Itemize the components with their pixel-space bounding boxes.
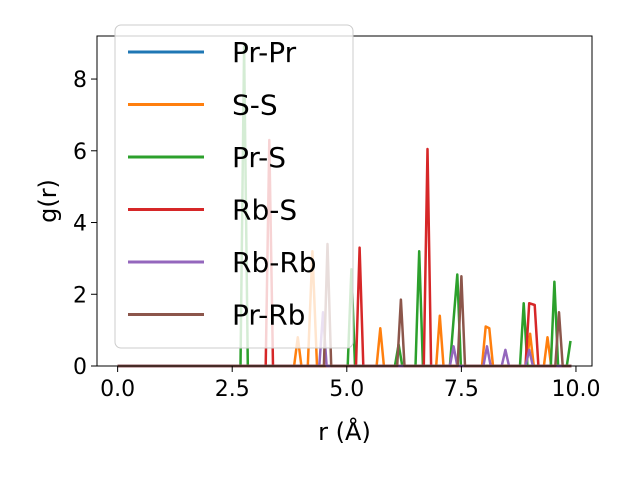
legend-label: S-S	[232, 89, 278, 122]
legend-label: Pr-S	[232, 141, 286, 174]
x-tick-label: 0.0	[100, 377, 135, 402]
x-tick-label: 10.0	[551, 377, 600, 402]
legend-label: Rb-S	[232, 194, 297, 227]
x-tick-label: 7.5	[444, 377, 479, 402]
y-tick-label: 8	[73, 68, 87, 93]
x-axis-ticks: 0.0 2.5 5.0 7.5 10.0	[100, 366, 600, 402]
x-axis-label: r (Å)	[318, 417, 371, 446]
y-tick-label: 0	[73, 355, 87, 380]
legend: Pr-Pr S-S Pr-S Rb-S Rb-Rb Pr-Rb	[114, 24, 354, 349]
y-tick-label: 6	[73, 140, 87, 165]
legend-label: Pr-Rb	[232, 299, 305, 332]
x-tick-label: 5.0	[329, 377, 364, 402]
x-tick-label: 2.5	[215, 377, 250, 402]
legend-label: Rb-Rb	[232, 246, 317, 279]
y-tick-label: 4	[73, 212, 87, 237]
y-axis-ticks: 0 2 4 6 8	[73, 68, 97, 380]
legend-label: Pr-Pr	[232, 36, 297, 69]
y-axis-label: g(r)	[34, 179, 62, 223]
y-tick-label: 2	[73, 283, 87, 308]
